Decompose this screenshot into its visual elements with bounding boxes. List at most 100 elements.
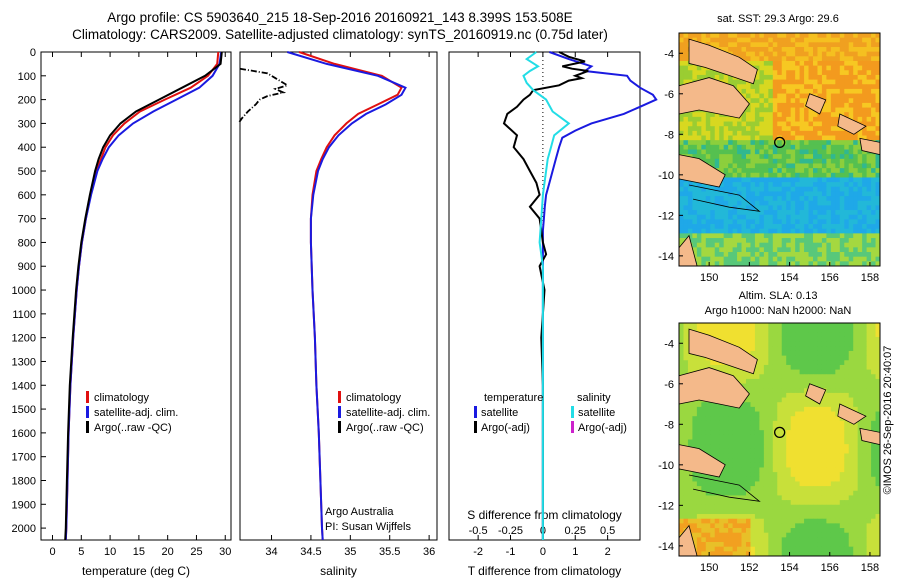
difference-x-tick-label: -1 xyxy=(506,546,516,558)
temperature-legend-swatch xyxy=(86,391,89,403)
sst-map-x-tick-label: 150 xyxy=(700,272,718,284)
salinity-series-line xyxy=(287,51,407,541)
sla-map-title: Altim. SLA: 0.13 xyxy=(738,290,818,302)
temperature-x-tick-label: 30 xyxy=(219,546,231,558)
profile-title: Argo profile: CS 5903640_215 18-Sep-2016… xyxy=(107,10,573,25)
sst-map-x-tick-label: 154 xyxy=(780,272,798,284)
difference-panel-title: S difference from climatology xyxy=(467,508,622,522)
climatology-title: Climatology: CARS2009. Satellite-adjuste… xyxy=(72,27,608,42)
sst-land-mass xyxy=(837,113,867,135)
sla-map-y-tick-label: -8 xyxy=(664,419,674,431)
temperature-y-tick-label: 100 xyxy=(18,71,36,83)
difference-x-tick-label: 0 xyxy=(540,546,546,558)
temperature-y-tick-label: 1200 xyxy=(12,333,36,345)
salinity-x-tick-label: 35 xyxy=(344,546,356,558)
sla-land-mass xyxy=(688,328,758,375)
temperature-y-tick-label: 1600 xyxy=(12,428,36,440)
sst-land-mass xyxy=(688,38,758,85)
temperature-legend-label: satellite-adj. clim. xyxy=(94,407,178,419)
sla-reef-outline xyxy=(688,474,761,502)
temperature-y-tick-label: 2000 xyxy=(12,523,36,535)
salinity-legend-swatch xyxy=(338,391,341,403)
sst-map-y-tick-label: -8 xyxy=(664,129,674,141)
sla-map-y-tick-label: -12 xyxy=(658,500,674,512)
difference-legend-label: Argo(-adj) xyxy=(481,422,530,434)
sst-map-x-tick-label: 152 xyxy=(740,272,758,284)
temperature-y-tick-label: 1100 xyxy=(12,309,36,321)
salinity-legend-swatch xyxy=(338,406,341,418)
temperature-y-tick-label: 1800 xyxy=(12,475,36,487)
temperature-y-tick-label: 1700 xyxy=(12,452,36,464)
sla-argo-position-marker xyxy=(774,426,786,439)
difference-legend-label: satellite xyxy=(578,407,615,419)
salinity-x-tick-label: 36 xyxy=(423,546,435,558)
temperature-x-tick-label: 25 xyxy=(190,546,202,558)
temperature-y-tick-label: 0 xyxy=(30,47,36,59)
salinity-x-tick-label: 34.5 xyxy=(300,546,321,558)
temperature-y-tick-label: 500 xyxy=(18,166,36,178)
sst-reef-outline xyxy=(688,184,761,212)
temperature-series-line xyxy=(64,51,223,541)
temperature-y-tick-label: 900 xyxy=(18,261,36,273)
difference-series-line xyxy=(522,51,571,540)
temperature-y-tick-label: 200 xyxy=(18,95,36,107)
sst-argo-position-marker xyxy=(774,136,786,149)
difference-series-line xyxy=(502,51,589,540)
sst-map-x-tick-label: 156 xyxy=(821,272,839,284)
temperature-y-tick-label: 700 xyxy=(18,214,36,226)
temperature-y-tick-label: 1900 xyxy=(12,499,36,511)
difference-legend-label: salinity xyxy=(577,392,611,404)
sla-map-y-tick-label: -10 xyxy=(658,460,674,472)
sla-map-y-tick-label: -6 xyxy=(664,379,674,391)
sla-map-x-tick-label: 158 xyxy=(861,562,879,574)
difference-s-tick-label: -0.5 xyxy=(469,525,488,537)
sla-land-mass xyxy=(837,403,867,425)
temperature-legend-label: Argo(..raw -QC) xyxy=(94,422,172,434)
sst-map-y-tick-label: -6 xyxy=(664,89,674,101)
salinity-legend-label: climatology xyxy=(346,392,402,404)
sla-map-field xyxy=(679,323,881,557)
sst-map-y-tick-label: -12 xyxy=(658,210,674,222)
salinity-plot-frame xyxy=(239,51,438,541)
temperature-x-tick-label: 5 xyxy=(78,546,84,558)
sst-map-title: sat. SST: 29.3 Argo: 29.6 xyxy=(717,13,839,25)
salinity-legend-label: satellite-adj. clim. xyxy=(346,407,430,419)
temperature-y-tick-label: 800 xyxy=(18,237,36,249)
difference-x-tick-label: 1 xyxy=(572,546,578,558)
difference-x-axis-label: T difference from climatology xyxy=(468,564,622,578)
sst-map-y-tick-label: -10 xyxy=(658,170,674,182)
temperature-y-tick-label: 1500 xyxy=(12,404,36,416)
temperature-legend-label: climatology xyxy=(94,392,150,404)
sla-land-mass xyxy=(805,383,827,405)
sla-map-x-tick-label: 150 xyxy=(700,562,718,574)
temperature-y-tick-label: 1400 xyxy=(12,380,36,392)
salinity-x-tick-label: 35.5 xyxy=(379,546,400,558)
temperature-x-tick-label: 0 xyxy=(49,546,55,558)
difference-s-tick-label: 0.5 xyxy=(600,525,615,537)
temperature-y-tick-label: 1300 xyxy=(12,356,36,368)
temperature-x-tick-label: 10 xyxy=(104,546,116,558)
sst-map-x-tick-label: 158 xyxy=(861,272,879,284)
sla-land-mass xyxy=(678,367,750,409)
temperature-legend-swatch xyxy=(86,421,89,433)
sla-map-x-tick-label: 154 xyxy=(780,562,798,574)
temperature-x-axis-label: temperature (deg C) xyxy=(82,564,190,578)
sst-map-y-tick-label: -14 xyxy=(658,251,674,263)
sla-map-y-tick-label: -14 xyxy=(658,541,674,553)
sst-map-y-tick-label: -4 xyxy=(664,48,674,60)
difference-plot-frame xyxy=(448,51,641,541)
difference-x-tick-label: 2 xyxy=(605,546,611,558)
temperature-plot-frame xyxy=(40,51,232,541)
salinity-x-tick-label: 34 xyxy=(265,546,277,558)
temperature-x-tick-label: 15 xyxy=(133,546,145,558)
difference-s-tick-label: -0.25 xyxy=(498,525,523,537)
sla-map-frame xyxy=(678,322,881,557)
difference-legend-label: temperature xyxy=(484,392,543,404)
sla-map-x-tick-label: 156 xyxy=(821,562,839,574)
sla-map-y-tick-label: -4 xyxy=(664,338,674,350)
temperature-y-tick-label: 400 xyxy=(18,142,36,154)
temperature-legend-swatch xyxy=(86,406,89,418)
salinity-x-axis-label: salinity xyxy=(320,564,357,578)
salinity-series-line xyxy=(237,67,290,124)
